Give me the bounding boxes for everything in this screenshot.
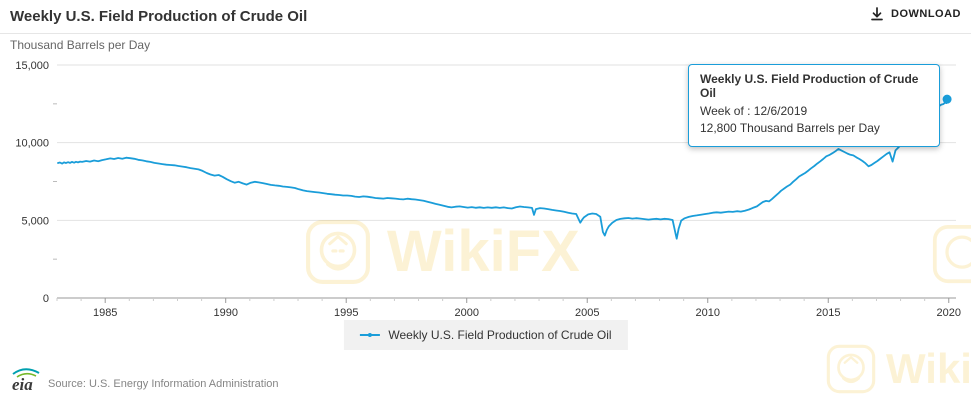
svg-text:1985: 1985 [93, 307, 117, 319]
svg-text:2015: 2015 [816, 307, 840, 319]
download-icon [871, 7, 883, 21]
tooltip-title: Weekly U.S. Field Production of Crude Oi… [700, 72, 919, 100]
legend-label: Weekly U.S. Field Production of Crude Oi… [388, 328, 612, 342]
svg-text:5,000: 5,000 [21, 215, 49, 227]
download-button[interactable]: DOWNLOAD [870, 7, 961, 21]
svg-text:eia: eia [12, 375, 33, 394]
tooltip-week: Week of : 12/6/2019 [700, 104, 808, 118]
watermark-text: WikiFX [886, 345, 971, 392]
svg-text:15,000: 15,000 [15, 60, 49, 72]
y-axis-title: Thousand Barrels per Day [10, 38, 151, 52]
wikifx-lion-icon [826, 344, 876, 394]
svg-text:0: 0 [43, 293, 49, 305]
tooltip-value: 12,800 Thousand Barrels per Day [700, 121, 880, 136]
svg-text:2005: 2005 [575, 307, 599, 319]
svg-text:1990: 1990 [213, 307, 237, 319]
legend-item[interactable]: Weekly U.S. Field Production of Crude Oi… [343, 320, 628, 350]
source-text: Source: U.S. Energy Information Administ… [48, 378, 279, 390]
plot-area[interactable]: 0 5,000 10,000 15,000 1985 1990 1995 2000 2005 20… [0, 50, 971, 320]
svg-text:2010: 2010 [696, 307, 720, 319]
page-title: Weekly U.S. Field Production of Crude Oi… [10, 8, 308, 25]
svg-text:2000: 2000 [454, 307, 478, 319]
svg-text:1995: 1995 [334, 307, 358, 319]
eia-logo: eia [12, 368, 40, 394]
legend-line-swatch [359, 333, 380, 337]
svg-text:10,000: 10,000 [15, 138, 49, 150]
header-divider [0, 33, 971, 34]
svg-text:2020: 2020 [937, 307, 961, 319]
tooltip: Weekly U.S. Field Production of Crude Oi… [688, 64, 940, 147]
watermark-bottom-right: WikiFX [826, 344, 971, 394]
download-label: DOWNLOAD [891, 8, 961, 20]
